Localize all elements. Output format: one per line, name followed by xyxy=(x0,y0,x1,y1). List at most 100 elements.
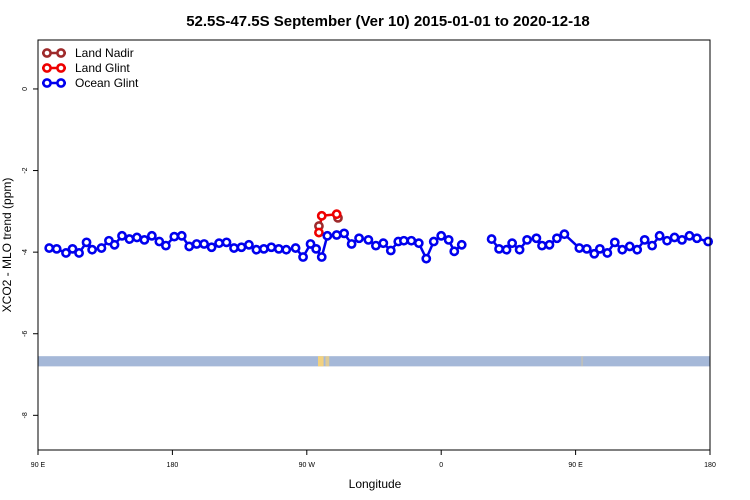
ocean-glint-point xyxy=(378,238,389,249)
ocean-glint-point xyxy=(677,235,687,245)
ocean-glint-point xyxy=(602,248,613,258)
ocean-glint-point xyxy=(589,248,600,259)
ocean-glint-point xyxy=(398,235,409,246)
ocean-glint-point xyxy=(486,234,497,244)
ocean-glint-point xyxy=(639,235,650,245)
ocean-glint-point xyxy=(290,243,301,253)
x-tick-label: 90 E xyxy=(568,462,583,469)
ocean-glint-point xyxy=(421,253,432,264)
x-axis-title: Longitude xyxy=(349,477,402,491)
ocean-glint-point xyxy=(662,235,672,246)
ocean-glint-point xyxy=(176,230,187,241)
ocean-glint-point xyxy=(258,243,269,254)
ocean-glint-point xyxy=(581,243,592,254)
ocean-glint-point xyxy=(74,248,84,258)
ocean-glint-point xyxy=(87,244,98,255)
x-tick-label: 0 xyxy=(439,462,443,469)
plot-frame xyxy=(37,39,711,451)
ocean-glint-point xyxy=(428,236,439,247)
ocean-glint-point xyxy=(229,243,239,253)
ocean-glint-point xyxy=(501,244,512,255)
ocean-glint-point xyxy=(507,238,518,249)
y-axis: 0 -2 -4 -6 -8 xyxy=(22,87,38,418)
ocean-glint-point xyxy=(184,241,195,252)
ocean-glint-point xyxy=(339,228,350,239)
ocean-glint-point xyxy=(624,241,635,252)
ocean-glint-point xyxy=(449,246,460,257)
map-strip xyxy=(38,356,710,367)
legend-marker-land-glint xyxy=(56,63,66,73)
ocean-glint-point xyxy=(305,239,316,249)
ocean-glint-point xyxy=(632,244,643,255)
ocean-glint-point xyxy=(236,242,247,253)
y-tick-label: -2 xyxy=(22,167,29,173)
ocean-glint-point xyxy=(322,230,333,241)
ocean-glint-point xyxy=(298,252,308,262)
ocean-glint-point xyxy=(44,243,55,253)
ocean-glint-point xyxy=(456,239,467,250)
ocean-glint-point xyxy=(199,239,210,249)
ocean-glint-point xyxy=(354,233,364,244)
ocean-glint-point xyxy=(406,235,417,246)
ocean-glint-point xyxy=(692,233,702,244)
ocean-glint-point xyxy=(443,235,454,245)
y-tick-label: -8 xyxy=(22,412,29,418)
ocean-glint-point xyxy=(363,235,374,245)
ocean-glint-point xyxy=(514,244,525,255)
ocean-glint-point xyxy=(594,243,605,254)
y-axis-title: XCO2 - MLO trend (ppm) xyxy=(0,178,14,313)
series-points xyxy=(44,209,714,264)
ocean-glint-point xyxy=(654,230,665,241)
ocean-glint-point xyxy=(559,229,570,240)
ocean-glint-point xyxy=(331,230,342,240)
ocean-glint-point xyxy=(544,239,555,250)
legend-marker-ocean-glint xyxy=(56,78,66,88)
ocean-glint-point xyxy=(154,236,165,247)
ocean-glint-point xyxy=(273,243,284,254)
ocean-glint-point xyxy=(574,243,585,253)
ocean-glint-point xyxy=(552,233,562,244)
ocean-glint-point xyxy=(81,237,92,248)
ocean-glint-point xyxy=(684,230,695,241)
ocean-glint-point xyxy=(146,230,157,241)
ocean-glint-point xyxy=(436,230,447,241)
ocean-glint-point xyxy=(494,243,504,254)
ocean-glint-point xyxy=(316,252,327,262)
legend-label-land-nadir: Land Nadir xyxy=(75,46,134,60)
land-patch-1 xyxy=(325,356,330,367)
ocean-glint-point xyxy=(132,232,142,243)
legend-label-ocean-glint: Ocean Glint xyxy=(75,76,139,90)
ocean-glint-point xyxy=(617,244,628,255)
ocean-glint-point xyxy=(67,243,78,254)
ocean-glint-point xyxy=(117,230,127,241)
x-tick-label: 90 W xyxy=(299,462,316,469)
ocean-glint-point xyxy=(51,243,62,254)
ocean-glint-point xyxy=(385,245,396,256)
ocean-glint-point xyxy=(244,239,254,250)
ocean-glint-point xyxy=(61,248,71,258)
x-tick-label: 90 E xyxy=(31,462,46,469)
ocean-glint-point xyxy=(206,242,217,253)
x-tick-label: 180 xyxy=(704,462,716,469)
ocean-glint-point xyxy=(96,243,107,253)
land-glint-point xyxy=(314,227,324,238)
ocean-glint-point xyxy=(214,238,224,249)
legend-marker-land-nadir xyxy=(56,48,66,58)
ocean-glint-point xyxy=(191,239,202,249)
ocean-glint-point xyxy=(522,235,532,245)
x-tick-label: 180 xyxy=(167,462,179,469)
ocean-glint-point xyxy=(281,244,292,255)
ocean-glint-point xyxy=(266,242,277,253)
chart-title: 52.5S-47.5S September (Ver 10) 2015-01-0… xyxy=(186,13,590,30)
legend-marker-ocean-glint xyxy=(42,78,52,88)
legend-marker-land-glint xyxy=(42,63,52,73)
land-patch-2 xyxy=(581,356,584,367)
ocean-glint-point xyxy=(124,234,135,244)
ocean-glint-point xyxy=(531,233,542,244)
land-patch-0 xyxy=(318,356,324,367)
ocean-strip xyxy=(38,356,710,367)
y-tick-label: 0 xyxy=(22,87,29,91)
ocean-glint-point xyxy=(109,239,120,250)
